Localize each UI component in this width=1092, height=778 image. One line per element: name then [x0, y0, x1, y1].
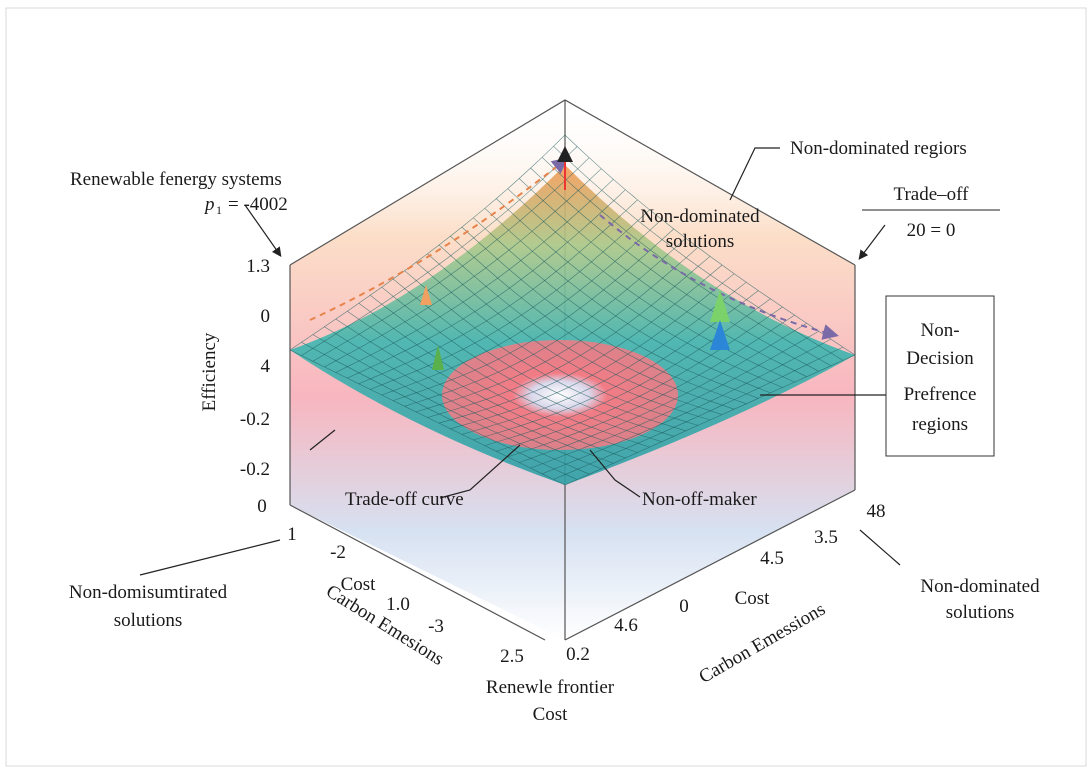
- tick-label: 0: [257, 496, 267, 517]
- annotation: solutions: [666, 231, 735, 252]
- tick-label: 0.2: [566, 644, 590, 665]
- annotation: Non-domisumtirated: [69, 582, 228, 603]
- axis-label: Efficiency: [199, 332, 220, 411]
- tick-label: 48: [867, 501, 886, 522]
- annotation: 20 = 0: [907, 220, 956, 241]
- box-text: Decision: [906, 348, 974, 369]
- tick-label: 4.5: [760, 548, 784, 569]
- tick-label: 1.3: [246, 256, 270, 277]
- annotation: p: [203, 194, 215, 215]
- tick-label: -0.2: [240, 409, 270, 430]
- annotation: Non-dominated: [640, 206, 760, 227]
- tick-label: 1.0: [386, 594, 410, 615]
- tick-label: 0: [261, 306, 271, 327]
- tick-label: 4.6: [614, 615, 638, 636]
- tick-label: -2: [330, 542, 346, 563]
- tick-label: 2.5: [500, 646, 524, 667]
- annotation: 1: [216, 203, 222, 217]
- tick-label: 3.5: [814, 527, 838, 548]
- tick-label: -0.2: [240, 459, 270, 480]
- annotation: Cost: [533, 704, 569, 725]
- annotation: Non-off-maker: [642, 489, 757, 510]
- annotation: Trade–off: [894, 184, 970, 205]
- diagram: Renewable fenergy systems p 1 = -4002 No…: [0, 0, 1092, 773]
- axis-label: Cost: [735, 588, 771, 609]
- tick-label: 4: [261, 356, 271, 377]
- annotation: solutions: [946, 602, 1015, 623]
- annotation: Renewle frontier: [486, 677, 615, 698]
- annotation: Renewable fenergy systems: [70, 169, 282, 190]
- box-text: Prefrence: [904, 384, 977, 405]
- box-text: Non-: [920, 320, 959, 341]
- annotation: Non-dominated: [920, 576, 1040, 597]
- tick-label: 0: [679, 596, 689, 617]
- annotation: solutions: [114, 610, 183, 631]
- box-text: regions: [912, 414, 968, 435]
- axis-label: Cost: [341, 574, 377, 595]
- tick-label: -3: [428, 616, 444, 637]
- annotation: Non-dominated regiors: [790, 138, 967, 159]
- tick-label: 1: [287, 524, 297, 545]
- annotation: Trade-off curve: [345, 489, 464, 510]
- annotation: = -4002: [228, 194, 288, 215]
